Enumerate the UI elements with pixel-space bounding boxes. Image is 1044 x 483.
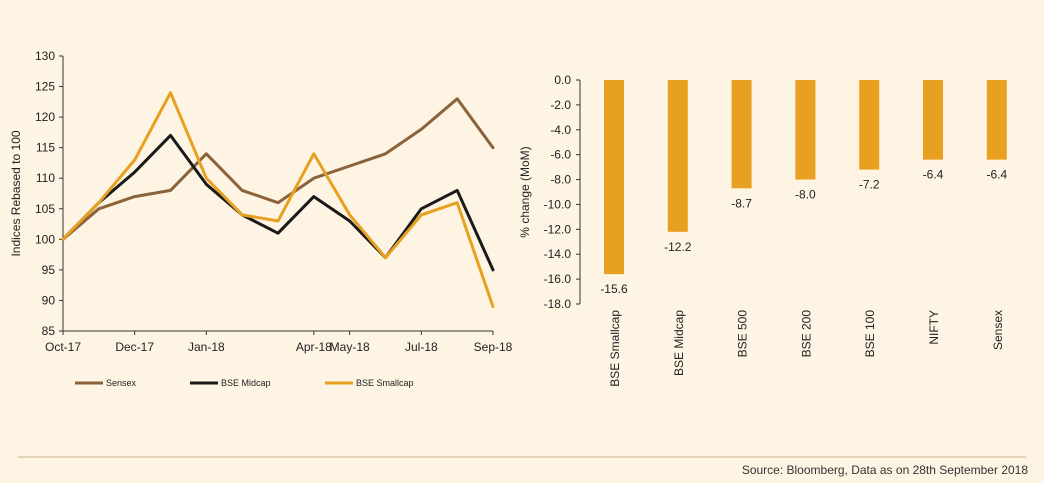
bar <box>986 80 1007 160</box>
x-tick-label: May-18 <box>330 340 370 354</box>
bar <box>923 80 943 160</box>
series-line-bse-midcap <box>61 133 495 272</box>
category-label: BSE 100 <box>863 310 877 358</box>
y-tick-label: -18.0 <box>544 297 572 311</box>
y-tick-label: 130 <box>35 49 55 63</box>
y-tick-label: -8.0 <box>550 173 571 187</box>
y-tick-label: 85 <box>42 324 56 338</box>
category-label: BSE Midcap <box>672 310 686 376</box>
line-chart: 85 90 95 100 105 110 115 120 125 130 Oct-17 Dec-17 J… <box>9 49 513 388</box>
bar <box>667 80 688 232</box>
source-note: Source: Bloomberg, Data as on 28th Septe… <box>742 463 1029 477</box>
bar-value-label: -12.2 <box>664 240 692 254</box>
x-tick-label: Apr-18 <box>296 340 332 354</box>
bar-value-label: -15.6 <box>600 282 628 296</box>
legend-label: BSE Midcap <box>221 378 271 388</box>
bar <box>604 80 624 275</box>
bar <box>795 80 816 180</box>
bar-value-label: -8.7 <box>731 196 752 210</box>
legend-label: BSE Smallcap <box>356 378 414 388</box>
bar-chart: 0.0 -2.0 -4.0 -6.0 -8.0 -10.0 -12.0 -14.0 -16.0 -… <box>518 73 1007 387</box>
series-line-sensex <box>61 97 495 241</box>
y-tick-label: 125 <box>35 80 55 94</box>
category-label: BSE 500 <box>736 310 750 358</box>
series-line-bse-smallcap <box>61 91 495 309</box>
y-axis-title: % change (MoM) <box>518 146 532 237</box>
category-label: NIFTY <box>927 310 941 345</box>
y-tick-label: 120 <box>35 110 55 124</box>
category-label: BSE Smallcap <box>608 310 622 387</box>
x-tick-label: Jan-18 <box>188 340 225 354</box>
y-tick-label: -6.0 <box>550 148 571 162</box>
bar <box>859 80 880 170</box>
y-tick-label: -4.0 <box>550 123 571 137</box>
x-tick-label: Dec-17 <box>115 340 154 354</box>
bar-value-label: -6.4 <box>986 168 1007 182</box>
bar-value-label: -7.2 <box>859 178 880 192</box>
y-tick-label: 115 <box>36 141 55 155</box>
x-tick-label: Oct-17 <box>45 340 81 354</box>
y-tick-label: 90 <box>42 293 56 307</box>
y-tick-label: -2.0 <box>550 98 571 112</box>
legend-label: Sensex <box>106 378 137 388</box>
y-tick-label: 0.0 <box>554 73 571 87</box>
bar <box>731 80 752 189</box>
y-tick-label: -10.0 <box>544 197 572 211</box>
x-tick-label: Sep-18 <box>474 340 513 354</box>
y-tick-label: 100 <box>35 232 55 246</box>
category-label: Sensex <box>991 310 1005 350</box>
y-tick-label: 95 <box>42 263 56 277</box>
y-tick-label: 105 <box>35 202 55 216</box>
y-tick-label: -14.0 <box>544 247 572 261</box>
bar-value-label: -8.0 <box>795 188 816 202</box>
y-tick-label: -12.0 <box>544 222 572 236</box>
x-tick-label: Jul-18 <box>405 340 438 354</box>
bar-value-label: -6.4 <box>923 168 944 182</box>
y-tick-label: -16.0 <box>544 272 572 286</box>
y-axis-title: Indices Rebased to 100 <box>9 130 23 256</box>
y-tick-label: 110 <box>36 171 55 185</box>
category-label: BSE 200 <box>799 310 813 358</box>
